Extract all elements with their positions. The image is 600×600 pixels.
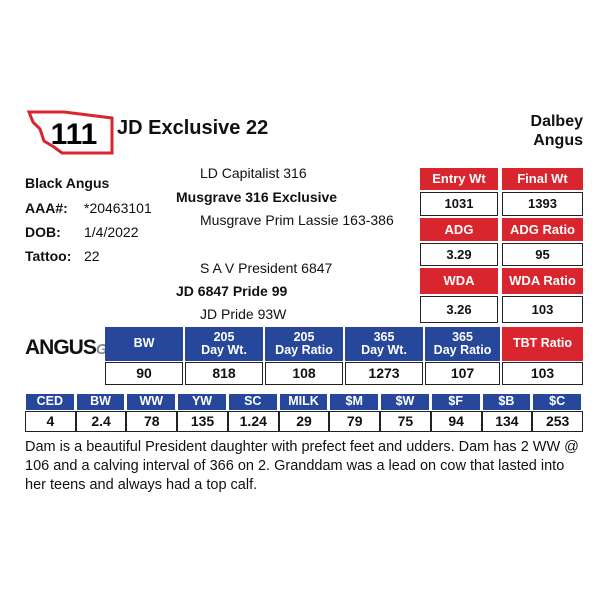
epd-value: 79: [329, 411, 381, 432]
performance-header: Final Wt: [502, 168, 583, 190]
pedigree-name: Musgrave 316 Exclusive: [176, 189, 338, 205]
notes: Dam is a beautiful President daughter wi…: [25, 439, 579, 493]
epd-value: 75: [380, 411, 431, 432]
pedigree-name: Musgrave Prim Lassie 163-386: [200, 212, 394, 228]
epd-value: 2.4: [75, 411, 127, 432]
info-label: DOB:: [25, 224, 61, 240]
epd-value: 78: [126, 411, 178, 432]
performance-value: 95: [502, 243, 583, 266]
ratio-header: 205 Day Wt.: [185, 327, 263, 361]
epd-header: YW: [177, 393, 227, 411]
epd-value: 94: [430, 411, 482, 432]
performance-value: 1031: [420, 192, 498, 216]
ratio-header: BW: [105, 327, 183, 361]
ratio-header-line: 205: [293, 329, 315, 344]
ratio-header-line: 365: [373, 329, 395, 344]
state-outline: [26, 110, 114, 155]
consignor: Dalbey Angus: [531, 112, 583, 150]
performance-value: 3.26: [420, 296, 498, 323]
epd-value: 29: [278, 411, 330, 432]
ratio-value: 103: [502, 362, 583, 385]
epd-value: 253: [532, 411, 583, 432]
ratio-header-line: 205: [213, 329, 235, 344]
epd-value: 4: [25, 411, 76, 432]
epd-header: $M: [329, 393, 380, 411]
ratio-header-line: 365: [452, 329, 473, 344]
consignor-line: Dalbey: [530, 113, 583, 130]
ratio-header: TBT Ratio: [502, 327, 583, 361]
angus-logo: ANGUSGS: [25, 336, 117, 360]
ratio-header: 365 Day Wt.: [345, 327, 423, 361]
info-label: AAA#:: [25, 200, 68, 216]
lot-badge: 111: [26, 110, 114, 155]
ratio-value: 90: [105, 362, 183, 385]
breed: Black Angus: [25, 175, 110, 191]
performance-header: WDA Ratio: [502, 268, 583, 294]
performance-header: ADG: [420, 218, 498, 241]
ratio-header-line: TBT Ratio: [512, 336, 573, 351]
ratio-value: 1273: [345, 362, 423, 385]
animal-name: JD Exclusive 22: [117, 117, 269, 139]
pedigree-name: JD Pride 93W: [200, 306, 287, 322]
performance-header: Entry Wt: [420, 168, 498, 190]
epd-header: MILK: [278, 393, 329, 411]
ratio-header: 365 Day Ratio: [425, 327, 500, 361]
epd-header: SC: [227, 393, 278, 411]
ratio-header-line: Day Ratio: [433, 343, 492, 357]
epd-header: WW: [126, 393, 177, 411]
epd-value: 1.24: [227, 411, 279, 432]
performance-value: 1393: [502, 192, 583, 216]
epd-value: 135: [177, 411, 228, 432]
performance-header: WDA: [420, 268, 498, 294]
epd-value: 134: [481, 411, 533, 432]
performance-header: ADG Ratio: [502, 218, 583, 241]
ratio-value: 818: [185, 362, 263, 385]
epd-header: CED: [25, 393, 75, 411]
consignor-line: Angus: [533, 132, 583, 149]
logo-text: ANGUS: [25, 336, 97, 359]
info-label: Tattoo:: [25, 248, 72, 264]
epd-header: $F: [430, 393, 481, 411]
epd-header: $W: [380, 393, 430, 411]
info-value: *20463101: [84, 200, 152, 216]
pedigree-name: JD 6847 Pride 99: [176, 283, 288, 299]
epd-header: BW: [75, 393, 126, 411]
performance-value: 3.29: [420, 243, 498, 266]
lot-number: 111: [51, 118, 98, 151]
epd-header: $C: [532, 393, 582, 411]
pedigree-name: LD Capitalist 316: [200, 165, 307, 181]
pedigree-name: S A V President 6847: [200, 260, 333, 276]
ratio-value: 108: [265, 362, 343, 385]
ratio-header-line: Day Ratio: [275, 343, 333, 357]
ratio-header-line: BW: [133, 336, 155, 351]
performance-value: 103: [502, 296, 583, 323]
ratio-value: 107: [425, 362, 500, 385]
info-value: 1/4/2022: [84, 224, 139, 240]
ratio-header-line: Day Wt.: [201, 343, 247, 357]
info-value: 22: [84, 248, 100, 264]
ratio-header: 205 Day Ratio: [265, 327, 343, 361]
epd-header: $B: [481, 393, 532, 411]
ratio-header-line: Day Wt.: [361, 343, 407, 357]
